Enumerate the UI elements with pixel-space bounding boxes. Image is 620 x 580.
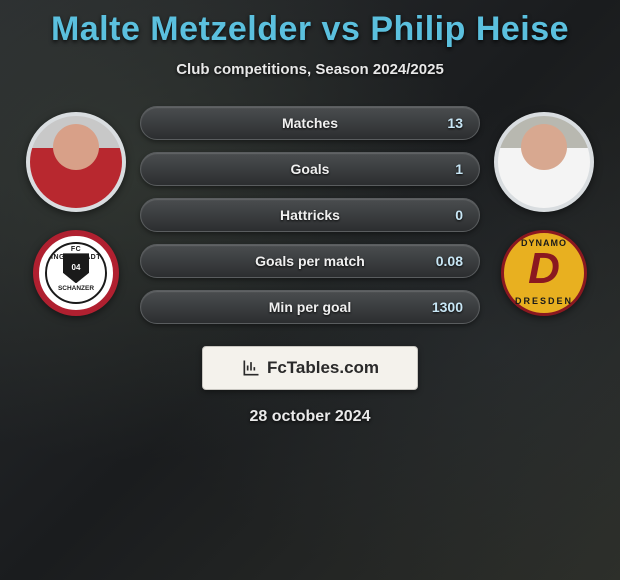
brand-label: FcTables.com	[267, 358, 379, 378]
club-badge-left: FC INGOLSTADT 04 SCHANZER	[33, 230, 119, 316]
stat-label: Matches	[282, 115, 338, 131]
club-left-number: 04	[72, 264, 81, 273]
stat-row: Goals per match 0.08	[140, 244, 480, 278]
right-player-column: DYNAMO D DRESDEN	[494, 106, 594, 316]
stat-value: 0.08	[436, 253, 463, 269]
stat-label: Min per goal	[269, 299, 351, 315]
left-player-column: FC INGOLSTADT 04 SCHANZER	[26, 106, 126, 316]
stat-value: 13	[447, 115, 463, 131]
comparison-date: 28 october 2024	[250, 408, 371, 426]
stat-label: Goals	[291, 161, 330, 177]
club-right-letter-icon: D	[528, 245, 560, 293]
club-right-bot-label: DRESDEN	[504, 297, 584, 307]
brand-badge: FcTables.com	[202, 346, 418, 390]
club-left-shield-icon: 04	[63, 253, 89, 283]
comparison-title: Malte Metzelder vs Philip Heise	[51, 10, 569, 49]
comparison-subtitle: Club competitions, Season 2024/2025	[176, 61, 444, 78]
player-avatar-right	[494, 112, 594, 212]
stat-label: Hattricks	[280, 207, 340, 223]
player-avatar-left	[26, 112, 126, 212]
stats-list: Matches 13 Goals 1 Hattricks 0 Goals per…	[140, 106, 480, 324]
stat-row: Min per goal 1300	[140, 290, 480, 324]
stat-row: Goals 1	[140, 152, 480, 186]
club-badge-right: DYNAMO D DRESDEN	[501, 230, 587, 316]
stat-value: 0	[455, 207, 463, 223]
comparison-columns: FC INGOLSTADT 04 SCHANZER Matches 13 Goa…	[0, 106, 620, 324]
stat-label: Goals per match	[255, 253, 365, 269]
stat-value: 1300	[432, 299, 463, 315]
club-left-mid-label: SCHANZER	[58, 285, 94, 292]
stat-value: 1	[455, 161, 463, 177]
chart-icon	[241, 358, 261, 378]
stat-row: Hattricks 0	[140, 198, 480, 232]
stat-row: Matches 13	[140, 106, 480, 140]
